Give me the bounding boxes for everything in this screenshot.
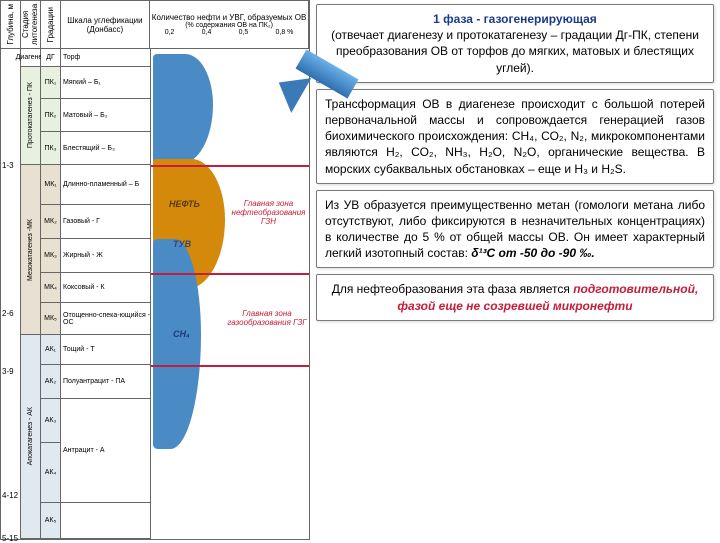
depth-column: 1-32-63-94-125-15	[1, 49, 21, 539]
label-oil: НЕФТЬ	[169, 199, 200, 209]
gradation-cell: ПК₁	[41, 67, 60, 99]
label-tuv: ТУВ	[173, 239, 191, 249]
coal-scale-cell	[61, 503, 150, 539]
gradation-cell: МК₅	[41, 303, 60, 335]
coal-scale-cell: Жирный - Ж	[61, 239, 150, 273]
stage-block: Диагенез	[21, 49, 40, 67]
chart-title: Количество нефти и УВГ, образуемых ОВ	[152, 13, 307, 22]
gas-curve-upper	[153, 54, 213, 164]
methane-box: Из УВ образуется преимущественно метан (…	[316, 190, 714, 269]
gradation-cell: АК₂	[41, 365, 60, 399]
coal-scale-cell: Газовый - Г	[61, 205, 150, 239]
chart-subtitle: (% содержания ОВ на ПК₂)	[185, 22, 273, 29]
coal-scale-cell: Антрацит - А	[61, 399, 150, 503]
gradation-column: ДГПК₁ПК₂ПК₃МК₁МК₂МК₃МК₄МК₅АК₁АК₂АК₃АК₄АК…	[41, 49, 61, 539]
coal-scale-cell: Тощий - Т	[61, 335, 150, 365]
gradation-cell: ДГ	[41, 49, 60, 67]
label-ch4: CH₄	[173, 329, 190, 339]
gradation-cell: ПК₂	[41, 99, 60, 132]
coal-scale-cell: Мягкий – Б₁	[61, 67, 150, 99]
generation-chart: НЕФТЬ ТУВ CH₄ Главная зона нефтеобразова…	[151, 49, 309, 539]
header-stage: Стадия литогенеза	[21, 2, 39, 47]
stratigraphic-diagram: Глубина, м Стадия литогенеза Градации Шк…	[0, 0, 310, 540]
column-headers: Глубина, м Стадия литогенеза Градации Шк…	[1, 1, 309, 49]
depth-label: 3-9	[2, 367, 14, 376]
conclusion-box: Для нефтеобразования эта фаза является п…	[316, 274, 714, 320]
phase-title: 1 фаза - газогенерирующая	[325, 11, 705, 27]
stage-block: Апокатагенез - АК	[21, 335, 40, 539]
zone-gas-label: Главная зона газообразования ГЗГ	[227, 309, 307, 327]
stage-block: Протокатагенез - ПК	[21, 67, 40, 165]
header-depth: Глубина, м	[6, 4, 15, 45]
phase-title-box: 1 фаза - газогенерирующая (отвечает диаг…	[316, 4, 714, 83]
tick: 0,4	[202, 29, 212, 36]
tick: 0,5	[239, 29, 249, 36]
depth-label: 1-3	[2, 161, 14, 170]
coal-scale-cell: Матовый – Б₂	[61, 99, 150, 132]
gradation-cell: АК₃	[41, 399, 60, 443]
stage-block: Мезокатагенез -МК	[21, 165, 40, 335]
coal-scale-cell: Блестящий – Б₃	[61, 132, 150, 165]
diagram-body: 1-32-63-94-125-15 ДиагенезПротокатагенез…	[1, 49, 309, 539]
boundary-line	[151, 165, 309, 167]
text-panel: 1 фаза - газогенерирующая (отвечает диаг…	[310, 0, 720, 540]
chart-ticks: 0,2 0,4 0,5 0,8 %	[151, 29, 307, 36]
isotope-value: δ¹³С от -50 до -90 ‰.	[471, 246, 594, 260]
gradation-cell: МК₄	[41, 273, 60, 303]
depth-label: 4-12	[2, 491, 18, 500]
header-grad: Градации	[46, 7, 55, 42]
gradation-cell: МК₃	[41, 239, 60, 273]
gradation-cell: ПК₃	[41, 132, 60, 165]
coal-scale-cell: Длинно-пламенный – Б	[61, 165, 150, 205]
gradation-cell: МК₁	[41, 165, 60, 205]
stage-column: ДиагенезПротокатагенез - ПКМезокатагенез…	[21, 49, 41, 539]
header-scale: Шкала углефикации (Донбасс)	[62, 16, 148, 34]
coal-scale-cell: Отощенно-спека-ющийся - ОС	[61, 303, 150, 335]
phase-subtitle: (отвечает диагенезу и протокатагенезу – …	[325, 27, 705, 76]
depth-label: 5-15	[2, 534, 18, 543]
depth-label: 2-6	[2, 309, 14, 318]
gradation-cell: МК₂	[41, 205, 60, 239]
transformation-box: Трансформация ОВ в диагенезе происходит …	[316, 89, 714, 184]
gradation-cell: АК₄	[41, 443, 60, 503]
gradation-cell: АК₅	[41, 503, 60, 539]
coal-scale-cell: Полуантрацит - ПА	[61, 365, 150, 399]
coal-scale-cell: Торф	[61, 49, 150, 67]
gradation-cell: АК₁	[41, 335, 60, 365]
coal-scale-cell: Коксовый - К	[61, 273, 150, 303]
conclusion-lead: Для нефтеобразования эта фаза является	[332, 282, 574, 296]
tick: 0,8 %	[275, 29, 293, 36]
zone-oil-label: Главная зона нефтеобразования ГЗН	[231, 199, 306, 226]
boundary-line	[151, 365, 309, 367]
boundary-line	[151, 273, 309, 275]
gas-curve-lower	[153, 239, 201, 449]
coal-scale-column: ТорфМягкий – Б₁Матовый – Б₂Блестящий – Б…	[61, 49, 151, 539]
tick: 0,2	[165, 29, 175, 36]
